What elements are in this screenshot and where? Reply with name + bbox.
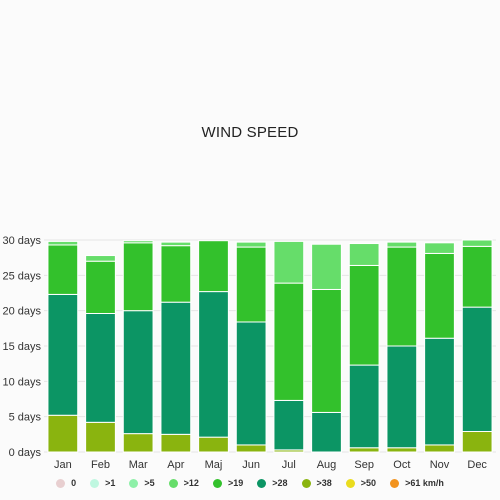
legend-swatch xyxy=(129,478,139,488)
y-tick-label: 0 days xyxy=(9,447,42,459)
legend-label: 0 xyxy=(71,478,77,488)
legend-item[interactable]: >1 xyxy=(90,478,115,488)
y-tick-label: 30 days xyxy=(2,235,41,247)
legend-label: >61 km/h xyxy=(405,478,444,488)
bar-segment xyxy=(47,414,79,453)
bar-segment xyxy=(461,431,493,453)
legend-item[interactable]: >12 xyxy=(168,478,199,488)
bar-segment xyxy=(386,241,418,248)
bar-segment xyxy=(85,421,116,453)
bar-segment xyxy=(47,244,79,295)
bar-segment xyxy=(85,255,116,262)
legend-item[interactable]: 0 xyxy=(56,478,76,488)
legend-swatch xyxy=(90,478,100,488)
bar-segment xyxy=(273,240,305,284)
bar-segment xyxy=(424,337,455,446)
y-tick-label: 10 days xyxy=(2,376,41,388)
bar-segment xyxy=(386,246,418,347)
bar-segment xyxy=(348,447,380,453)
x-tick-label: Dec xyxy=(467,459,487,471)
bar-segment xyxy=(424,252,455,339)
legend-label: >1 xyxy=(105,478,116,488)
bar-segment xyxy=(85,312,116,423)
bar-segment xyxy=(160,245,192,303)
x-tick-label: Jan xyxy=(54,459,72,471)
bar-segment xyxy=(461,306,493,433)
bar-segment xyxy=(160,433,192,453)
legend-swatch xyxy=(257,478,267,488)
y-tick-label: 25 days xyxy=(2,270,41,282)
bar-segment xyxy=(235,246,267,323)
bar-segment xyxy=(348,364,380,449)
bar-segment xyxy=(47,240,79,246)
bar-segment xyxy=(311,411,342,453)
legend-label: >38 xyxy=(316,478,332,488)
bar-segment xyxy=(424,242,455,254)
y-tick-label: 15 days xyxy=(2,341,41,353)
bar-segment xyxy=(424,444,455,453)
bar-segment xyxy=(160,241,192,247)
chart-title: WIND SPEED xyxy=(201,124,299,141)
legend-item[interactable]: >38 xyxy=(301,478,332,488)
bar-segment xyxy=(235,241,267,248)
bar-segment xyxy=(198,436,229,453)
legend-item[interactable]: >28 xyxy=(257,478,288,488)
x-tick-label: Jul xyxy=(282,459,296,471)
legend-swatch xyxy=(56,478,66,488)
bar-segment xyxy=(122,433,154,453)
bar-segment xyxy=(160,301,192,435)
x-tick-label: Oct xyxy=(393,459,410,471)
bar-segment xyxy=(122,310,154,435)
chart-legend: 0 >1 >5 >12 >19 >28 >38 >50 >61 km/h xyxy=(0,478,500,488)
x-tick-label: Maj xyxy=(205,459,223,471)
bar-segment xyxy=(311,243,342,290)
x-tick-label: Aug xyxy=(317,459,337,471)
legend-item[interactable]: >5 xyxy=(129,478,155,488)
legend-label: >5 xyxy=(144,478,155,488)
x-tick-label: Mar xyxy=(129,459,148,471)
x-tick-label: Sep xyxy=(354,459,374,471)
legend-swatch xyxy=(345,478,355,488)
x-tick-label: Jun xyxy=(242,459,260,471)
legend-label: >19 xyxy=(227,478,244,488)
legend-item[interactable]: >61 km/h xyxy=(390,478,444,488)
bar-segment xyxy=(461,239,493,247)
y-tick-label: 5 days xyxy=(9,412,42,424)
bar-segment xyxy=(386,345,418,449)
bar-segment xyxy=(235,321,267,446)
legend-label: >12 xyxy=(183,478,199,488)
bar-segment xyxy=(198,240,229,293)
legend-swatch xyxy=(168,478,178,488)
x-tick-label: Apr xyxy=(167,459,184,471)
bar-segment xyxy=(85,260,116,314)
legend-swatch xyxy=(301,478,311,488)
x-tick-label: Feb xyxy=(91,459,110,471)
y-tick-label: 20 days xyxy=(2,306,41,318)
x-tick-label: Nov xyxy=(430,459,450,471)
legend-item[interactable]: >19 xyxy=(212,478,244,488)
legend-swatch xyxy=(390,478,400,488)
bar-segment xyxy=(461,245,493,308)
legend-swatch xyxy=(212,478,222,488)
bar-segment xyxy=(122,242,154,312)
legend-label: >50 xyxy=(360,478,377,488)
legend-item[interactable]: >50 xyxy=(345,478,377,488)
bar-segment xyxy=(122,240,154,244)
bar-segment xyxy=(348,264,380,366)
bar-segment xyxy=(235,444,267,453)
legend-label: >28 xyxy=(272,478,288,488)
bar-segment xyxy=(273,399,305,451)
bar-segment xyxy=(311,288,342,413)
bar-segment xyxy=(386,447,418,453)
bar-segment xyxy=(348,243,380,266)
bar-segment xyxy=(273,282,305,401)
bar-segment xyxy=(198,291,229,438)
bar-segment xyxy=(47,293,79,416)
